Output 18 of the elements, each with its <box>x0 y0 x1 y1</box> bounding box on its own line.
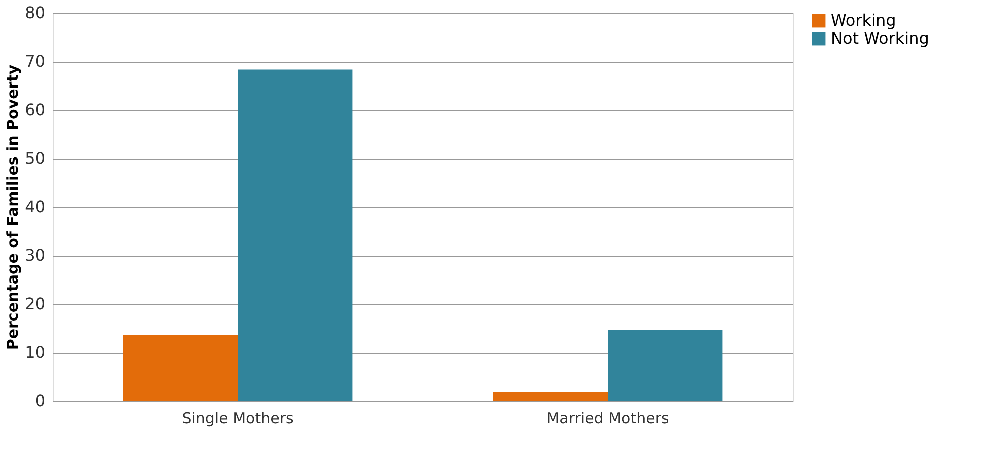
legend-label: Not Working <box>831 29 930 48</box>
x-tick-label: Single Mothers <box>182 410 294 428</box>
legend-label: Working <box>831 11 896 30</box>
y-tick-label: 20 <box>25 294 46 314</box>
y-tick-label: 10 <box>25 343 46 362</box>
y-tick-label: 40 <box>25 198 46 216</box>
y-tick-label: 30 <box>25 246 46 265</box>
y-tick-label: 80 <box>25 4 46 22</box>
bar <box>123 336 238 401</box>
bar <box>493 392 608 401</box>
x-tick-label: Married Mothers <box>546 410 670 428</box>
y-tick-label: 60 <box>25 100 46 120</box>
y-axis-title: Percentage of Families in Poverty <box>4 64 22 350</box>
bar <box>608 330 723 401</box>
y-tick-label: 50 <box>25 149 46 168</box>
bar <box>238 70 353 401</box>
y-tick-label: 70 <box>25 52 46 71</box>
y-tick-label: 0 <box>35 392 46 410</box>
